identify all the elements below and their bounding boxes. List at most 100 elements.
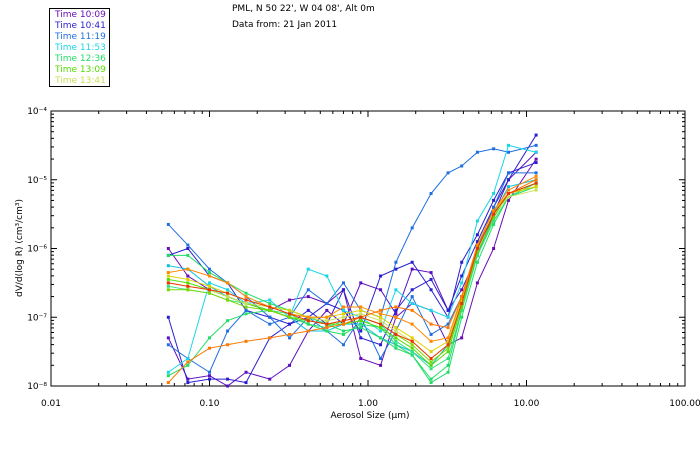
data-point xyxy=(186,357,190,360)
data-point xyxy=(446,322,450,326)
legend-entry: Time 13:41 xyxy=(55,76,106,86)
x-tick-label: 0.10 xyxy=(199,399,219,409)
data-point xyxy=(460,336,464,340)
data-point xyxy=(244,381,248,385)
data-point xyxy=(268,336,272,340)
series xyxy=(166,157,538,367)
data-series xyxy=(166,133,538,388)
series xyxy=(166,171,538,360)
data-point xyxy=(341,308,345,312)
data-point xyxy=(186,243,190,247)
x-tick-label: 1.00 xyxy=(358,399,378,409)
data-point xyxy=(288,322,292,326)
data-point xyxy=(446,343,450,347)
data-point xyxy=(359,312,363,316)
data-point xyxy=(410,267,414,271)
data-point xyxy=(186,281,190,285)
series-line xyxy=(168,175,537,342)
data-point xyxy=(492,147,496,151)
series xyxy=(166,143,538,374)
legend-entry: Time 11:19 xyxy=(55,32,106,42)
data-point xyxy=(186,284,190,288)
data-point xyxy=(226,384,230,388)
data-point xyxy=(429,277,433,281)
data-point xyxy=(429,377,433,381)
data-point xyxy=(475,219,479,223)
data-point xyxy=(460,295,464,299)
data-point xyxy=(208,374,211,378)
data-point xyxy=(359,315,363,319)
data-point xyxy=(394,332,398,336)
data-point xyxy=(446,308,450,312)
data-point xyxy=(288,332,292,336)
data-point xyxy=(429,308,433,312)
series xyxy=(166,133,538,385)
data-point xyxy=(166,264,170,268)
series xyxy=(166,143,538,374)
data-point xyxy=(410,260,414,264)
data-point xyxy=(244,308,248,312)
data-point xyxy=(394,339,398,343)
data-point xyxy=(460,298,464,302)
data-point xyxy=(208,274,211,278)
data-point xyxy=(475,233,479,237)
data-point xyxy=(379,308,383,312)
data-point xyxy=(306,308,310,312)
data-point xyxy=(446,326,450,330)
data-point xyxy=(359,308,363,312)
data-point xyxy=(226,281,230,285)
data-point xyxy=(492,222,496,226)
data-point xyxy=(394,267,398,271)
data-point xyxy=(475,253,479,257)
data-point xyxy=(325,274,329,278)
y-tick-label: 10⁻⁸ xyxy=(27,382,47,392)
data-point xyxy=(429,322,433,326)
data-point xyxy=(306,329,310,333)
data-point xyxy=(166,315,170,319)
data-point xyxy=(166,247,170,250)
data-point xyxy=(410,288,414,292)
data-point xyxy=(410,302,414,305)
data-point xyxy=(359,329,363,333)
data-point xyxy=(379,315,383,319)
data-point xyxy=(379,326,383,330)
data-point xyxy=(394,329,398,333)
data-point xyxy=(244,370,248,374)
data-point xyxy=(186,381,190,385)
data-point xyxy=(492,209,496,213)
data-point xyxy=(410,336,414,340)
series xyxy=(166,188,538,360)
data-point xyxy=(507,195,511,199)
data-point xyxy=(208,346,211,350)
data-point xyxy=(534,185,538,189)
data-point xyxy=(446,346,450,350)
data-point xyxy=(244,339,248,343)
data-point xyxy=(226,295,230,299)
series-line xyxy=(167,158,537,367)
data-point xyxy=(166,343,170,347)
y-tick-label: 10⁻⁶ xyxy=(27,245,47,255)
data-point xyxy=(208,281,211,285)
data-point xyxy=(379,363,383,367)
data-point xyxy=(379,343,383,347)
data-point xyxy=(475,247,479,250)
data-point xyxy=(394,336,398,340)
data-point xyxy=(186,277,190,281)
x-tick-label: 10.00 xyxy=(514,399,540,409)
data-point xyxy=(341,312,345,316)
data-point xyxy=(325,302,329,305)
data-point xyxy=(507,150,511,154)
data-point xyxy=(208,291,211,295)
data-point xyxy=(410,343,414,347)
data-point xyxy=(394,308,398,312)
data-point xyxy=(288,336,292,340)
data-point xyxy=(534,150,538,154)
data-point xyxy=(341,319,345,323)
data-point xyxy=(226,343,230,347)
data-point xyxy=(534,161,538,165)
data-point xyxy=(460,164,464,168)
data-point xyxy=(268,315,272,319)
data-point xyxy=(186,363,190,367)
x-tick-label: 100.00 xyxy=(669,399,700,409)
data-point xyxy=(534,181,538,185)
